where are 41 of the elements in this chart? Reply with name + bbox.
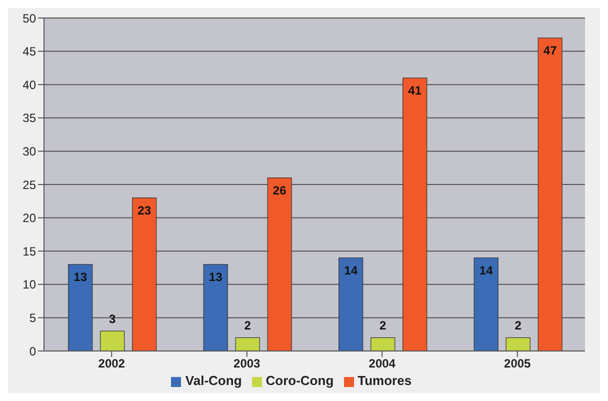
legend-label: Coro-Cong bbox=[266, 373, 334, 388]
bar bbox=[538, 38, 562, 351]
y-tick-label: 40 bbox=[22, 78, 36, 92]
bar bbox=[506, 337, 530, 351]
bar bbox=[338, 257, 364, 351]
legend-label: Tumores bbox=[358, 373, 412, 388]
data-label: 13 bbox=[208, 270, 223, 284]
y-tick-label: 45 bbox=[22, 44, 36, 59]
data-label: 26 bbox=[272, 183, 287, 198]
data-label: 2 bbox=[380, 318, 386, 333]
bar bbox=[267, 178, 292, 351]
data-label: 41 bbox=[408, 83, 422, 98]
data-label: 14 bbox=[344, 263, 358, 278]
bar bbox=[235, 337, 260, 351]
x-tick-label: 2002 bbox=[98, 356, 126, 371]
data-label: 23 bbox=[138, 203, 152, 218]
y-tick-label: 0 bbox=[29, 344, 36, 358]
data-label: 2 bbox=[514, 318, 522, 333]
x-tick-label: 2004 bbox=[368, 356, 396, 371]
y-tick-label: 50 bbox=[22, 11, 36, 26]
legend-label: Val-Cong bbox=[185, 373, 242, 388]
y-tick-label: 25 bbox=[22, 178, 36, 192]
bar bbox=[132, 198, 157, 351]
data-label: 47 bbox=[543, 44, 558, 58]
bar bbox=[474, 257, 498, 351]
y-tick-label: 15 bbox=[22, 244, 36, 258]
data-label: 13 bbox=[74, 270, 88, 284]
bar bbox=[370, 337, 396, 351]
data-label: 14 bbox=[479, 263, 494, 278]
y-tick-label: 35 bbox=[22, 111, 36, 126]
data-label: 2 bbox=[244, 318, 252, 333]
y-tick-label: 5 bbox=[29, 310, 36, 325]
bar bbox=[68, 264, 93, 351]
x-tick-label: 2005 bbox=[504, 356, 532, 371]
y-tick-label: 10 bbox=[22, 278, 36, 292]
bar bbox=[100, 330, 125, 351]
x-tick-label: 2003 bbox=[234, 356, 261, 371]
y-tick-label: 20 bbox=[22, 211, 36, 226]
bar bbox=[203, 264, 228, 351]
y-tick-label: 30 bbox=[22, 144, 36, 158]
bar bbox=[402, 78, 428, 351]
